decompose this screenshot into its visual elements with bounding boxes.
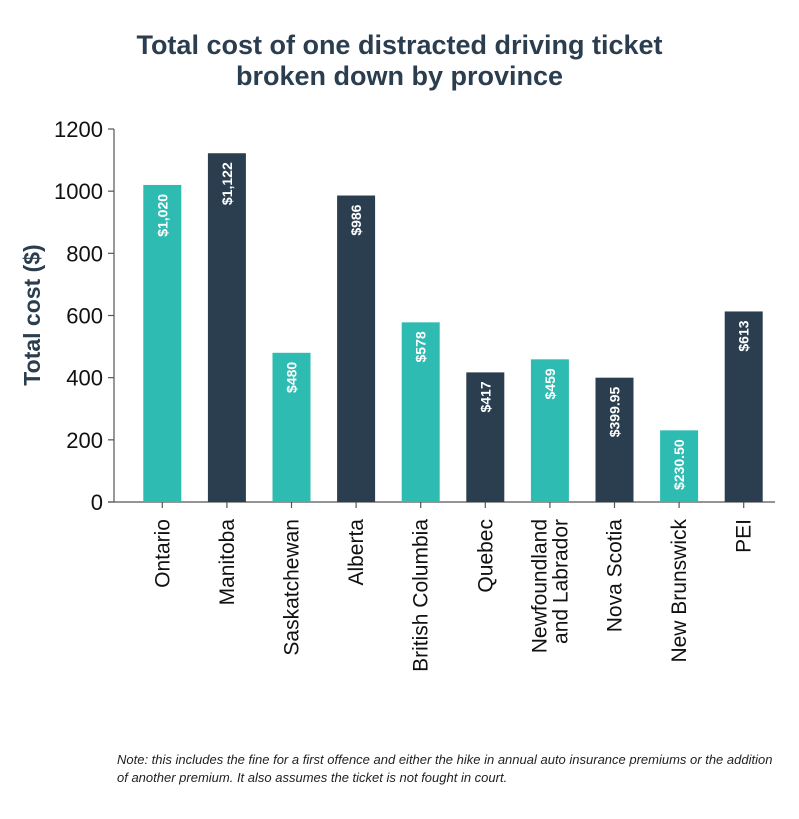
- y-tick-label: 400: [66, 366, 103, 391]
- bar-7: [595, 377, 634, 502]
- category-label-3: Alberta: [345, 519, 368, 586]
- bar-3: [337, 195, 376, 503]
- category-label-1: Manitoba: [216, 519, 239, 606]
- y-tick-label: 800: [66, 241, 103, 266]
- category-label-5: Quebec: [474, 519, 497, 593]
- category-label-6: and Labrador: [549, 519, 572, 644]
- bar-chart: 0 200 400 600 800 1000 1200 Total cost ($) $1,02…: [19, 117, 775, 672]
- data-label-2: $480: [284, 362, 300, 393]
- chart-title: Total cost of one distracted driving tic…: [0, 30, 799, 92]
- y-tick-label: 1200: [54, 117, 103, 142]
- footnote: Note: this includes the fine for a first…: [117, 752, 773, 785]
- bar-9: [724, 311, 763, 502]
- category-label-9: PEI: [733, 519, 756, 553]
- bar-6: [530, 359, 569, 502]
- y-tick-label: 1000: [54, 179, 103, 204]
- data-label-6: $459: [542, 368, 558, 399]
- data-label-8: $230.50: [671, 439, 687, 490]
- bar-5: [466, 372, 505, 502]
- data-label-3: $986: [348, 204, 364, 235]
- bar-2: [272, 352, 311, 502]
- data-label-5: $417: [477, 381, 493, 412]
- y-axis-title: Total cost ($): [19, 244, 45, 385]
- data-label-4: $578: [413, 331, 429, 362]
- bar-1: [207, 153, 246, 502]
- category-label-6: Newfoundland: [528, 519, 551, 653]
- bar-8: [660, 430, 699, 502]
- bar-0: [143, 184, 182, 502]
- y-tick-label: 200: [66, 428, 103, 453]
- data-label-1: $1,122: [219, 162, 235, 205]
- data-label-7: $399.95: [607, 386, 623, 437]
- data-label-9: $613: [736, 320, 752, 351]
- bar-4: [401, 322, 440, 502]
- y-tick-label: 0: [91, 490, 103, 515]
- category-label-8: New Brunswick: [668, 519, 691, 663]
- category-label-4: British Columbia: [410, 519, 433, 672]
- chart-title-line-2: broken down by province: [235, 61, 564, 91]
- y-tick-label: 600: [66, 304, 103, 329]
- category-label-7: Nova Scotia: [604, 519, 627, 633]
- category-label-2: Saskatchewan: [281, 519, 304, 656]
- data-label-0: $1,020: [154, 194, 170, 237]
- chart-title-line-1: Total cost of one distracted driving tic…: [136, 30, 663, 60]
- category-label-0: Ontario: [151, 519, 174, 588]
